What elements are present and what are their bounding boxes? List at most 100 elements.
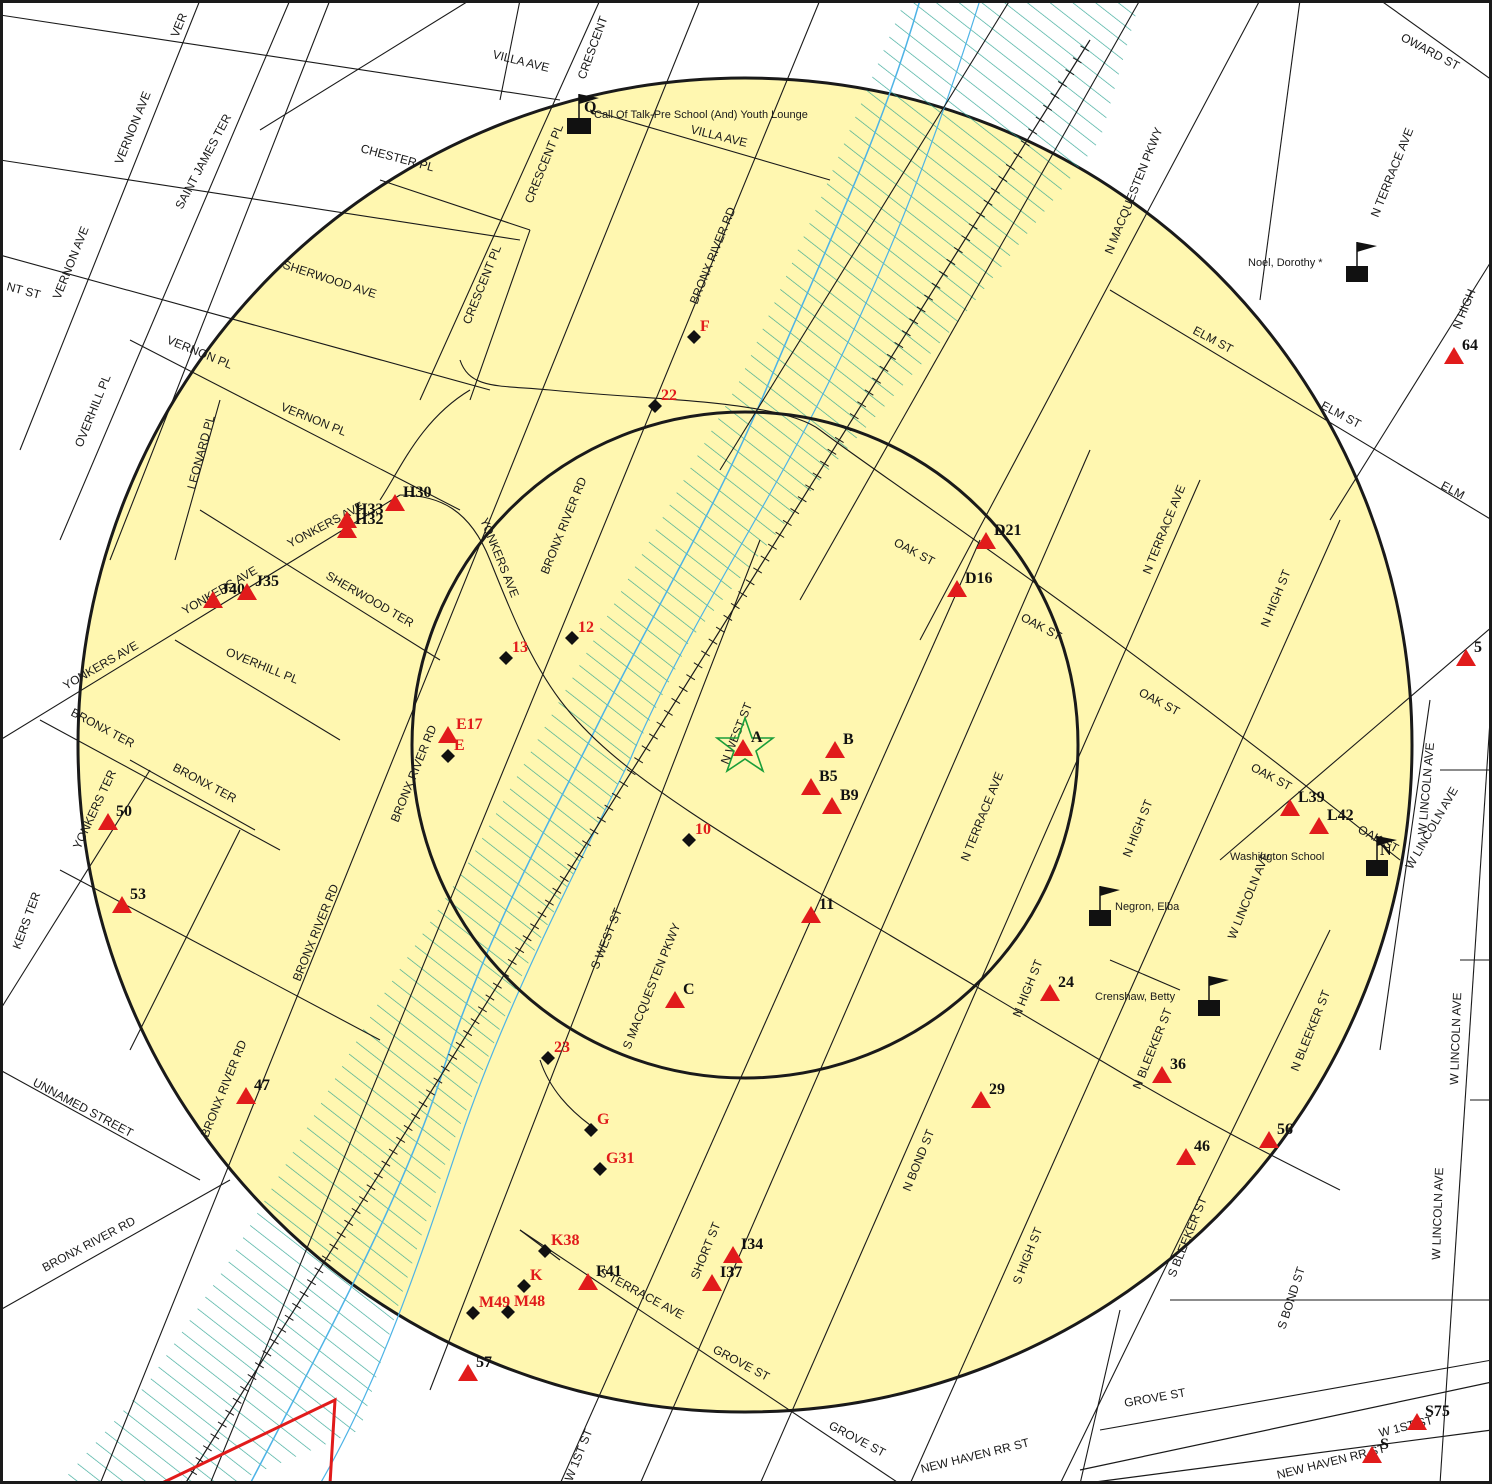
street-label: GROVE ST (827, 1418, 889, 1460)
marker-diamond-G[interactable]: G (584, 1111, 610, 1137)
marker-diamond-E[interactable]: E (441, 737, 465, 763)
marker-triangle-56[interactable]: 56 (1259, 1121, 1293, 1148)
triangle-icon (723, 1246, 743, 1263)
railroad-tick (448, 1053, 458, 1060)
triangle-icon (976, 532, 996, 549)
railroad-tick (760, 555, 770, 562)
railroad-tick (663, 709, 673, 716)
railroad-tick (284, 1314, 294, 1321)
railroad-tick (351, 1207, 361, 1215)
railroad-tick (217, 1421, 227, 1428)
marker-triangle-D21[interactable]: D21 (976, 522, 1022, 549)
marker-triangle-29[interactable]: 29 (971, 1081, 1005, 1108)
marker-diamond-G31[interactable]: G31 (593, 1150, 634, 1176)
site-washington[interactable]: Washington School N (1230, 836, 1397, 876)
marker-label: 36 (1170, 1056, 1186, 1073)
triangle-icon (1444, 347, 1464, 364)
site-negron[interactable]: Negron, Elba (1089, 886, 1180, 926)
site-crenshaw[interactable]: Crenshaw, Betty (1095, 976, 1229, 1016)
marker-triangle-F41[interactable]: F41 (578, 1263, 622, 1290)
target-property-star[interactable] (714, 715, 776, 773)
railroad-tick (596, 816, 606, 823)
marker-triangle-C[interactable]: C (665, 981, 695, 1008)
marker-triangle-B5[interactable]: B5 (801, 768, 838, 795)
marker-triangle-46[interactable]: 46 (1176, 1138, 1210, 1165)
marker-triangle-D16[interactable]: D16 (947, 570, 993, 597)
marker-triangle-24[interactable]: 24 (1040, 974, 1074, 1001)
triangle-icon (578, 1273, 598, 1290)
railroad-tick (946, 258, 956, 266)
marker-triangle-11[interactable]: 11 (801, 896, 834, 923)
marker-triangle-J40[interactable]: J40 (203, 581, 245, 608)
marker-triangle-L42[interactable]: L42 (1309, 807, 1354, 834)
railroad-tick (522, 935, 532, 942)
marker-triangle-57[interactable]: 57 (458, 1354, 492, 1381)
marker-triangle-I34[interactable]: I34 (723, 1236, 763, 1263)
railroad-tick (1035, 116, 1045, 123)
marker-triangle-5[interactable]: 5 (1456, 639, 1482, 666)
marker-diamond-M48[interactable]: M48 (501, 1293, 545, 1319)
street-label: VERNON AVE (50, 224, 92, 301)
railroad-tick (1020, 140, 1030, 147)
marker-triangle-I37[interactable]: I37 (702, 1264, 742, 1291)
marker-triangle-50[interactable]: 50 (98, 803, 132, 830)
marker-diamond-10[interactable]: 10 (682, 821, 711, 847)
marker-triangle-B9[interactable]: B9 (822, 787, 859, 814)
marker-diamond-13[interactable]: 13 (499, 639, 528, 665)
marker-label: H32 (355, 511, 383, 528)
railroad-tick (909, 318, 919, 325)
railroad-tick (396, 1136, 406, 1143)
triangle-icon (236, 1087, 256, 1104)
marker-triangle-S[interactable]: S (1362, 1436, 1389, 1463)
marker-diamond-F[interactable]: F (687, 318, 710, 344)
marker-label: E17 (456, 716, 483, 733)
marker-diamond-23[interactable]: 23 (541, 1039, 570, 1065)
marker-triangle-E17[interactable]: E17 (438, 716, 483, 743)
marker-triangle-A[interactable]: A (733, 729, 763, 756)
marker-diamond-K38[interactable]: K38 (538, 1232, 579, 1258)
railroad-tick (805, 484, 815, 491)
marker-triangle-53[interactable]: 53 (112, 886, 146, 913)
railroad-tick (901, 330, 911, 337)
marker-label: 13 (512, 639, 528, 656)
street-label: SAINT JAMES TER (172, 111, 234, 211)
railroad-tick (931, 282, 941, 289)
marker-triangle-36[interactable]: 36 (1152, 1056, 1186, 1083)
marker-triangle-H30[interactable]: H30 (385, 484, 431, 511)
marker-label: 46 (1194, 1138, 1210, 1155)
marker-diamond-12[interactable]: 12 (565, 619, 594, 645)
diamond-icon (648, 399, 662, 413)
railroad-tick (701, 650, 711, 657)
marker-triangle-J35[interactable]: J35 (237, 573, 279, 600)
railroad-tick (1080, 45, 1090, 52)
marker-triangle-L39[interactable]: L39 (1280, 789, 1325, 816)
railroad-tick (990, 187, 1000, 194)
railroad-tick (1065, 69, 1075, 76)
street-label: W 1ST ST (562, 1426, 596, 1483)
marker-diamond-22[interactable]: 22 (648, 387, 677, 413)
diamond-icon (682, 833, 696, 847)
marker-diamond-M49[interactable]: M49 (466, 1294, 510, 1320)
marker-triangle-H33[interactable]: H33 (337, 501, 383, 528)
railroad-tick (388, 1148, 398, 1155)
site-call-of-talk[interactable]: Q Call Of Talk-Pre School (And) Youth Lo… (567, 94, 808, 134)
street-label: S BOND ST (1275, 1264, 1309, 1330)
marker-diamond-K[interactable]: K (517, 1267, 543, 1293)
site-noel[interactable]: Noel, Dorothy * (1248, 242, 1377, 282)
marker-triangle-H32[interactable]: H32 (337, 511, 383, 538)
triangle-icon (822, 797, 842, 814)
street-label: VILLA AVE (491, 47, 550, 75)
marker-triangle-47[interactable]: 47 (236, 1077, 270, 1104)
marker-label: 64 (1462, 337, 1478, 354)
marker-triangle-S75[interactable]: S75 (1407, 1403, 1450, 1430)
marker-triangle-64[interactable]: 64 (1444, 337, 1478, 364)
railroad-tick (619, 780, 629, 788)
railroad-tick (886, 353, 896, 360)
street-label: ELM (1439, 478, 1467, 502)
marker-triangle-B[interactable]: B (825, 731, 854, 758)
street-label: UNNAMED STREET (31, 1075, 136, 1140)
triangle-icon (1152, 1066, 1172, 1083)
railroad-tick (708, 638, 718, 645)
